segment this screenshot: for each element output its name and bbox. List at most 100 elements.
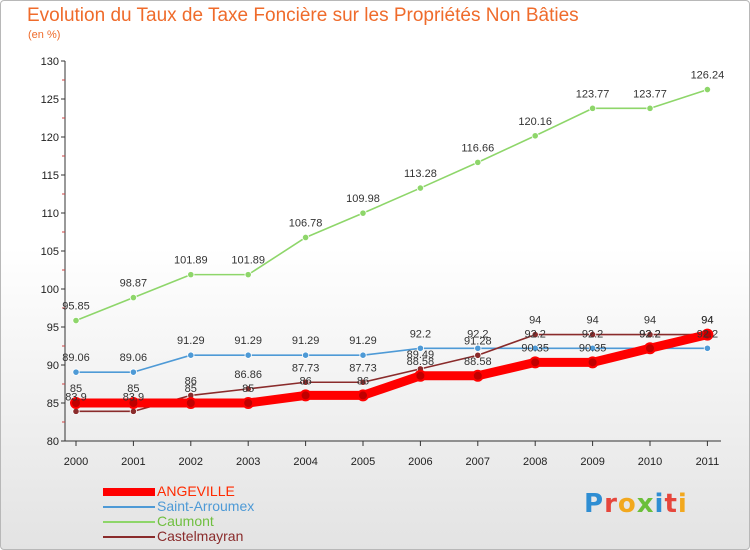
data-label: 85	[70, 383, 82, 395]
data-point	[72, 368, 80, 376]
data-point	[301, 378, 310, 386]
data-point	[471, 369, 484, 382]
legend-swatch	[103, 535, 155, 538]
data-label: 92.2	[410, 328, 431, 340]
y-tick-label: 90	[47, 360, 59, 372]
series-line-saint-arroumex	[75, 347, 709, 373]
data-label: 86.86	[234, 369, 262, 381]
data-point	[474, 351, 482, 359]
logo-letter: i	[654, 489, 665, 519]
data-label: 92.2	[467, 328, 488, 340]
x-tick-label: 2005	[351, 456, 375, 468]
data-point	[127, 397, 140, 409]
data-point	[588, 344, 597, 352]
data-label: 88.58	[464, 356, 492, 368]
x-tick-label: 2011	[696, 456, 720, 468]
data-label: 123.77	[633, 88, 667, 100]
y-tick-label: 120	[41, 132, 59, 144]
x-tick-label: 2004	[293, 456, 317, 468]
data-label: 101.89	[174, 255, 208, 267]
x-tick-label: 2003	[236, 456, 260, 468]
data-label: 94	[529, 315, 541, 327]
legend: ANGEVILLE Saint-Arroumex Caumont Castelmayr…	[103, 484, 254, 544]
legend-swatch	[103, 520, 155, 523]
data-label: 90.35	[521, 342, 549, 354]
data-point	[301, 233, 310, 242]
data-label: 101.89	[231, 255, 265, 267]
legend-label: Saint-Arroumex	[157, 498, 255, 514]
legend-item: ANGEVILLE	[103, 484, 254, 499]
data-label: 92.2	[524, 328, 545, 340]
legend-item: Castelmayran	[103, 529, 254, 544]
series-line-angeville	[71, 330, 712, 408]
data-point	[703, 85, 712, 94]
data-label: 94	[644, 315, 656, 327]
data-label: 91.29	[234, 335, 262, 347]
x-tick-label: 2010	[638, 456, 662, 468]
data-label: 95.85	[62, 301, 90, 313]
legend-label: Castelmayran	[157, 528, 244, 544]
proxiti-logo: Proxiti	[584, 489, 688, 519]
data-point	[70, 397, 82, 409]
data-label: 94	[701, 315, 713, 327]
data-point	[586, 356, 599, 369]
data-point	[187, 351, 195, 359]
data-label: 94	[701, 315, 713, 327]
data-point	[72, 316, 80, 325]
data-point	[701, 328, 714, 341]
data-point	[187, 271, 195, 279]
legend-swatch	[103, 487, 155, 496]
data-label: 91.29	[349, 335, 377, 347]
data-label: 85	[127, 383, 139, 395]
data-label: 94	[586, 315, 598, 327]
data-point	[474, 344, 482, 352]
y-tick-label: 80	[47, 436, 59, 448]
x-tick-label: 2007	[466, 456, 490, 468]
logo-letter: i	[677, 489, 688, 519]
data-label: 83.9	[65, 391, 86, 403]
data-point	[644, 342, 656, 355]
y-tick-label: 95	[47, 322, 59, 334]
data-label: 89.49	[407, 349, 435, 361]
data-point	[414, 369, 427, 382]
data-point	[299, 389, 312, 402]
data-label: 90.35	[579, 342, 607, 354]
data-point	[242, 397, 255, 409]
data-label: 123.77	[576, 88, 610, 100]
data-point	[703, 344, 712, 352]
data-point	[129, 407, 137, 415]
logo-letter: r	[604, 489, 618, 519]
y-tick-label: 85	[47, 398, 59, 410]
logo-letter: t	[664, 489, 678, 519]
data-point	[357, 389, 369, 402]
data-label: 98.87	[120, 278, 148, 290]
data-label: 87.73	[349, 362, 377, 374]
legend-item: Saint-Arroumex	[103, 499, 254, 514]
data-label: 92.2	[639, 328, 660, 340]
data-point	[531, 330, 539, 339]
legend-label: ANGEVILLE	[157, 483, 235, 499]
data-point	[646, 104, 654, 112]
logo-letter: o	[617, 489, 637, 519]
y-tick-label: 100	[41, 284, 59, 296]
data-point	[359, 378, 367, 386]
data-label: 92.2	[697, 328, 718, 340]
data-point	[244, 351, 252, 359]
data-point	[129, 293, 137, 302]
data-label: 92.2	[639, 328, 660, 340]
data-point	[529, 356, 542, 369]
legend-label: Caumont	[157, 513, 214, 529]
data-point	[244, 385, 252, 393]
data-label: 92.2	[582, 328, 603, 340]
data-point	[244, 271, 252, 279]
legend-item: Caumont	[103, 514, 254, 529]
y-tick-label: 125	[41, 94, 59, 106]
x-tick-label: 2002	[179, 456, 203, 468]
x-tick-label: 2001	[121, 456, 145, 468]
y-tick-label: 110	[41, 208, 59, 220]
data-label: 120.16	[518, 116, 552, 128]
data-point	[301, 351, 310, 359]
x-tick-label: 2009	[580, 456, 604, 468]
data-point	[184, 397, 197, 409]
